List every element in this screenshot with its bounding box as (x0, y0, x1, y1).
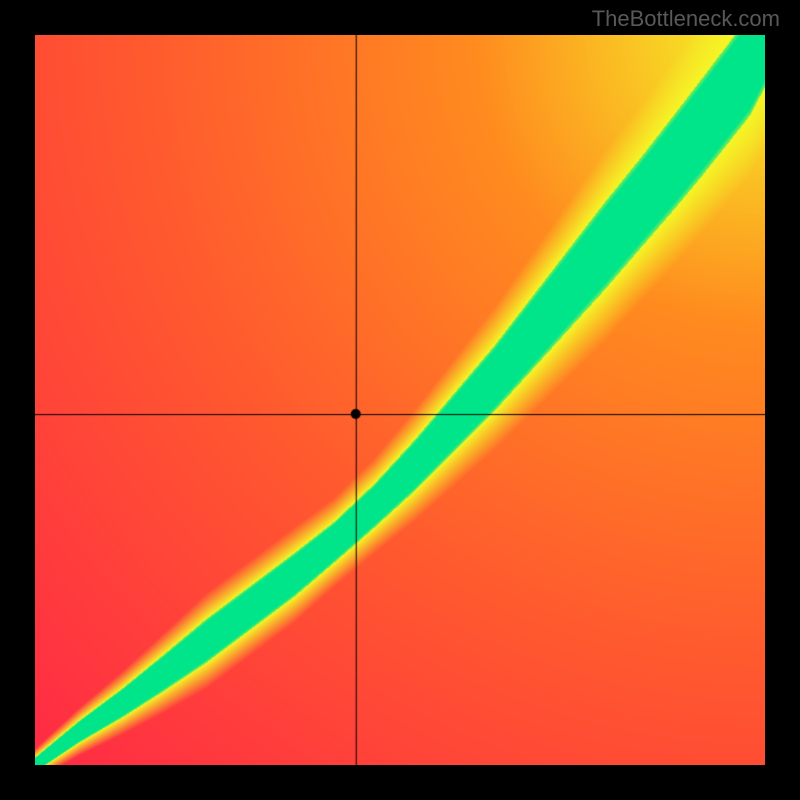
heatmap-canvas (35, 35, 765, 765)
heatmap-plot (35, 35, 765, 765)
watermark-text: TheBottleneck.com (592, 6, 780, 32)
chart-container: TheBottleneck.com (0, 0, 800, 800)
